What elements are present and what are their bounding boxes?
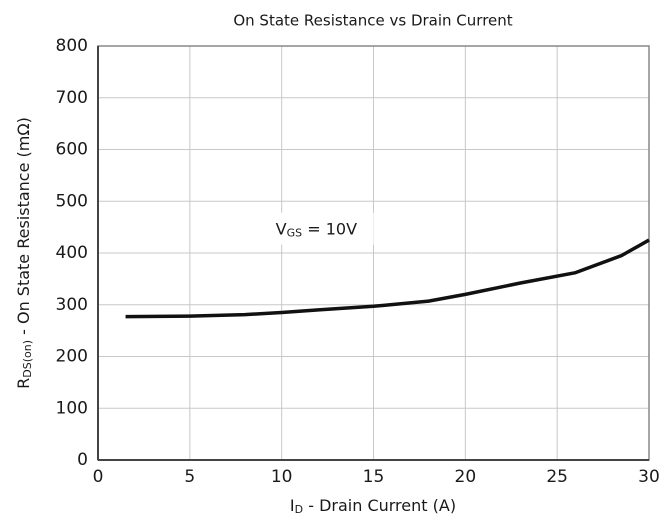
annotation: VGS = 10V [276, 219, 357, 240]
x-tick-label: 10 [271, 467, 293, 487]
y-tick-label: 0 [77, 450, 88, 470]
y-tick-label: 700 [56, 88, 88, 108]
annotation-rest: = 10V [302, 219, 357, 238]
annotation-box [251, 212, 374, 245]
y-label-rest: - On State Resistance (mΩ) [14, 117, 33, 340]
y-label-main: R [14, 378, 33, 389]
y-tick-label: 100 [56, 398, 88, 418]
y-tick-label: 800 [56, 36, 88, 56]
data-line [125, 238, 650, 319]
y-tick-label: 300 [56, 295, 88, 315]
annotation-sub: GS [287, 227, 303, 240]
x-tick-label: 30 [638, 467, 659, 487]
x-axis-label: ID - Drain Current (A) [290, 496, 456, 517]
annotation-main: V [276, 219, 287, 238]
x-tick-label: 25 [546, 467, 568, 487]
y-axis-label: RDS(on) - On State Resistance (mΩ) [14, 117, 35, 389]
x-tick-label: 15 [363, 467, 385, 487]
x-tick-label: 20 [455, 467, 477, 487]
x-label-sub: D [295, 503, 303, 516]
x-label-main: I [290, 496, 295, 515]
chart-title: On State Resistance vs Drain Current [233, 12, 512, 30]
y-tick-label: 600 [56, 140, 88, 160]
y-tick-label: 400 [56, 243, 88, 263]
x-tick-label: 5 [184, 467, 195, 487]
y-tick-label: 500 [56, 191, 88, 211]
x-tick-label: 0 [93, 467, 104, 487]
y-tick-label: 200 [56, 347, 88, 367]
y-label-sub: DS(on) [21, 340, 34, 378]
x-label-rest: - Drain Current (A) [303, 496, 456, 515]
